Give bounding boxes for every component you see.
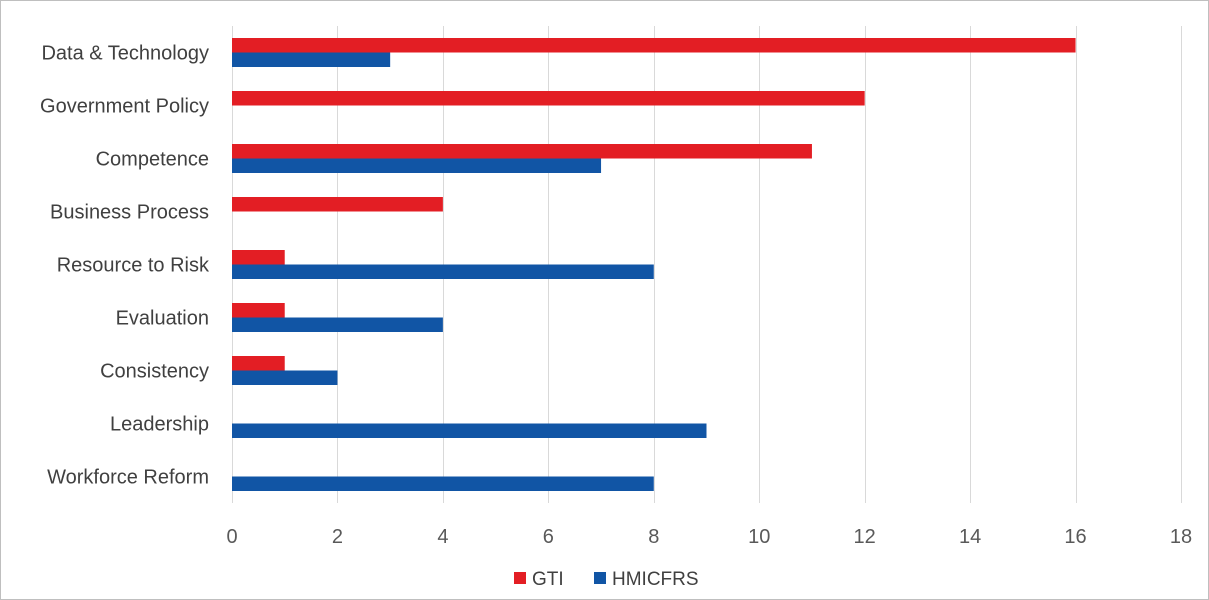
bar-gti-1	[232, 91, 865, 106]
legend-swatch-hmicfrs	[594, 572, 606, 584]
x-tick-label: 12	[854, 526, 876, 548]
bar-hmicfrs-0	[232, 52, 391, 67]
bar-gti-6	[232, 356, 285, 371]
bar-hmicfrs-4	[232, 264, 654, 279]
bar-gti-3	[232, 197, 443, 212]
bar-gti-2	[232, 144, 812, 159]
bar-hmicfrs-7	[232, 423, 707, 438]
category-labels: Data & Technology Government Policy Compet…	[40, 43, 210, 489]
x-axis-tick-labels: 0 2 4 6 8 10 12 14 16 18	[226, 526, 1192, 548]
category-label: Evaluation	[116, 308, 209, 330]
category-label: Business Process	[50, 202, 209, 224]
x-tick-label: 14	[959, 526, 981, 548]
legend: GTI HMICFRS	[514, 569, 699, 590]
x-tick-label: 6	[543, 526, 554, 548]
x-tick-label: 8	[648, 526, 659, 548]
legend-label-hmicfrs: HMICFRS	[612, 569, 699, 590]
x-tick-label: 4	[437, 526, 448, 548]
bars	[232, 38, 1076, 491]
bar-hmicfrs-5	[232, 317, 443, 332]
category-label: Leadership	[110, 414, 209, 436]
x-tick-label: 10	[748, 526, 770, 548]
legend-label-gti: GTI	[532, 569, 564, 590]
bar-gti-0	[232, 38, 1076, 53]
category-label: Competence	[96, 149, 209, 171]
bar-hmicfrs-6	[232, 370, 338, 385]
x-tick-label: 0	[226, 526, 237, 548]
category-label: Resource to Risk	[57, 255, 210, 277]
bar-hmicfrs-2	[232, 158, 602, 173]
bar-gti-4	[232, 250, 285, 265]
category-label: Government Policy	[40, 96, 209, 118]
legend-swatch-gti	[514, 572, 526, 584]
category-label: Data & Technology	[41, 43, 209, 65]
bar-hmicfrs-8	[232, 476, 654, 491]
x-tick-label: 18	[1170, 526, 1192, 548]
category-label: Workforce Reform	[47, 467, 209, 489]
category-label: Consistency	[100, 361, 209, 383]
bar-gti-5	[232, 303, 285, 318]
x-tick-label: 2	[332, 526, 343, 548]
x-tick-label: 16	[1064, 526, 1086, 548]
